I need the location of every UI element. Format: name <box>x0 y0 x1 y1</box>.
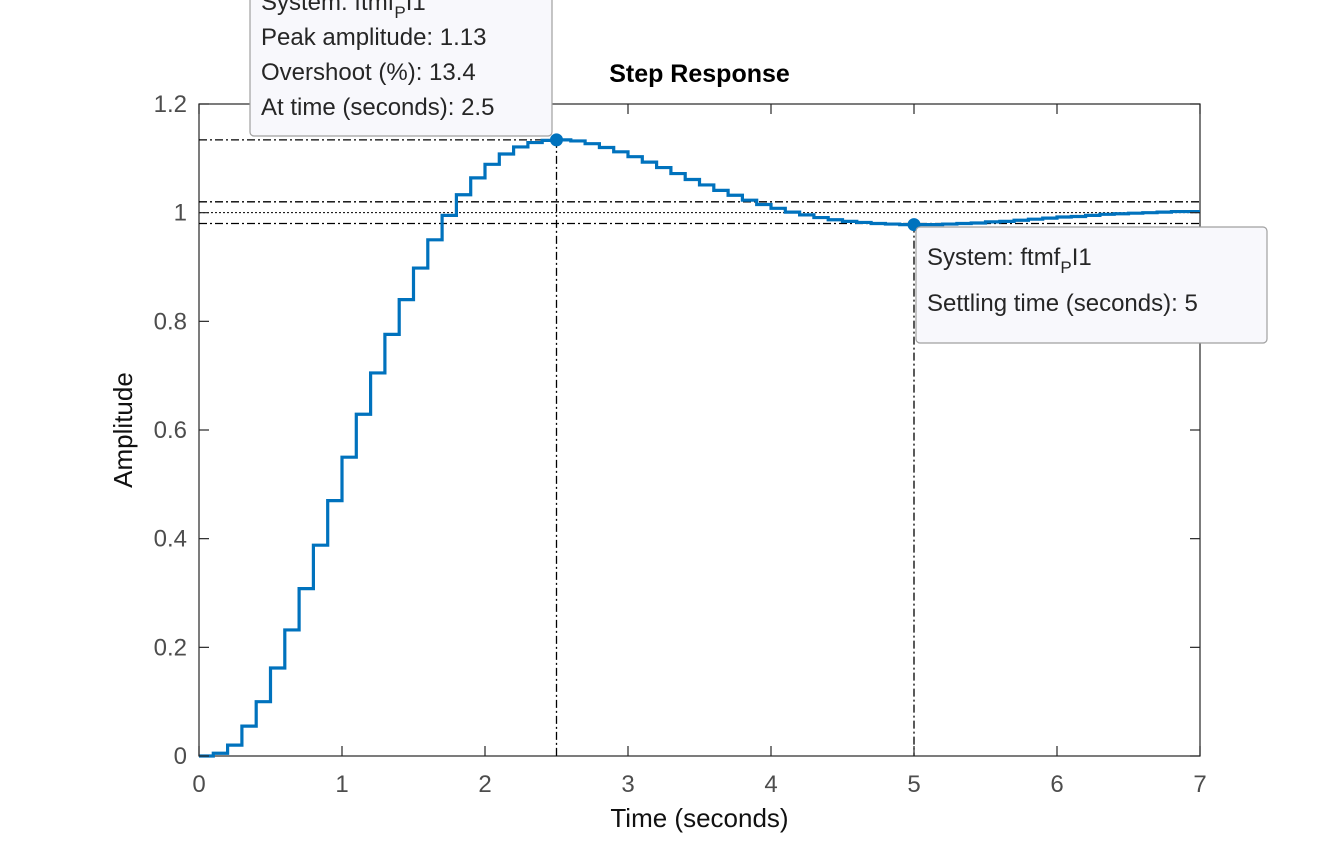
x-tick-label: 4 <box>764 771 777 798</box>
x-tick-label: 1 <box>335 771 348 798</box>
y-tick-label: 0 <box>174 743 187 770</box>
y-tick-label: 1.2 <box>154 91 187 118</box>
peak-tip-line: System: ftmfPI1 <box>261 0 426 22</box>
y-tick-label: 0.6 <box>154 417 187 444</box>
y-axis-label: Amplitude <box>108 372 138 488</box>
plot-area[interactable] <box>198 103 1201 758</box>
y-axis-ticks: 0 0.2 0.4 0.6 0.8 1 1.2 <box>154 91 1200 770</box>
peak-marker[interactable] <box>550 133 563 147</box>
series-line-ftmf_PI1[interactable] <box>199 138 1200 758</box>
y-tick-label: 0.8 <box>154 308 187 335</box>
x-tick-label: 7 <box>1193 771 1206 798</box>
settling-tip-box[interactable] <box>915 226 1268 344</box>
peak-tip-line: Overshoot (%): 13.4 <box>261 59 476 86</box>
chart-title: Step Response <box>609 60 790 88</box>
x-tick-label: 2 <box>478 771 491 798</box>
x-tick-label: 6 <box>1050 771 1063 798</box>
settling-tip-line: Settling time (seconds): 5 <box>927 290 1198 317</box>
x-axis-ticks: 0 1 2 3 4 5 6 7 <box>192 104 1207 798</box>
peak-tip-box[interactable] <box>249 0 553 137</box>
x-axis-label: Time (seconds) <box>610 803 788 833</box>
y-tick-label: 0.2 <box>154 634 187 661</box>
x-tick-label: 3 <box>621 771 634 798</box>
peak-tip-line: Peak amplitude: 1.13 <box>261 24 486 51</box>
y-tick-label: 1 <box>174 200 187 227</box>
x-tick-label: 0 <box>192 771 205 798</box>
y-tick-label: 0.4 <box>154 526 187 553</box>
x-tick-label: 5 <box>907 771 920 798</box>
settling-tip-line: System: ftmfPI1 <box>927 244 1092 277</box>
peak-tip-line: At time (seconds): 2.5 <box>261 94 494 121</box>
